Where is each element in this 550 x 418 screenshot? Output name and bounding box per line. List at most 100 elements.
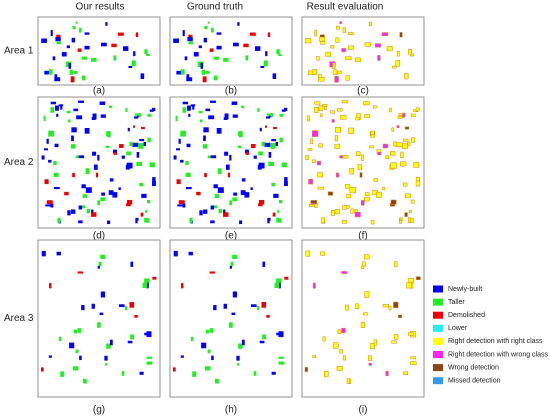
building — [342, 355, 346, 361]
building — [126, 151, 132, 156]
building — [335, 127, 341, 133]
building — [209, 328, 214, 333]
building — [91, 117, 96, 121]
building — [147, 137, 151, 143]
building — [152, 177, 156, 182]
legend-label: Lower — [448, 325, 468, 332]
building — [385, 370, 389, 377]
column-header: Our results — [76, 2, 125, 13]
building — [60, 105, 63, 110]
building — [319, 113, 323, 118]
building — [136, 161, 143, 166]
building — [145, 218, 150, 223]
building — [258, 203, 263, 207]
building — [330, 45, 335, 49]
building — [127, 340, 133, 344]
building — [136, 151, 140, 158]
building — [320, 251, 326, 256]
building — [332, 62, 336, 70]
building — [182, 203, 186, 208]
building — [56, 41, 62, 45]
building — [402, 112, 406, 118]
building — [276, 278, 282, 283]
building — [394, 261, 398, 268]
building — [101, 192, 106, 196]
building — [198, 45, 202, 49]
building — [60, 371, 65, 377]
building — [77, 48, 82, 52]
building — [229, 322, 233, 328]
building — [125, 108, 128, 112]
building — [126, 162, 133, 169]
building — [354, 57, 361, 63]
building — [345, 56, 352, 60]
building — [312, 130, 319, 137]
building — [75, 155, 80, 159]
building — [309, 204, 316, 207]
building — [147, 113, 152, 117]
building — [209, 48, 214, 52]
building — [238, 343, 243, 349]
building — [141, 193, 147, 198]
building — [265, 116, 271, 119]
building — [134, 314, 138, 318]
building — [397, 116, 403, 119]
building — [268, 151, 272, 158]
building — [335, 172, 340, 178]
building — [210, 205, 215, 210]
building — [72, 173, 75, 178]
building — [261, 141, 265, 147]
building — [210, 27, 214, 33]
legend-label: Missed detection — [448, 378, 501, 385]
building — [232, 291, 238, 298]
building — [196, 191, 201, 196]
building — [346, 193, 352, 199]
building — [121, 155, 125, 159]
building — [321, 217, 325, 224]
legend-swatch — [433, 351, 443, 358]
building — [368, 355, 372, 361]
building — [386, 45, 393, 52]
building — [317, 186, 324, 190]
building — [130, 261, 134, 267]
building — [109, 105, 113, 109]
building — [187, 37, 193, 42]
building — [41, 367, 44, 372]
building — [284, 181, 288, 187]
building — [396, 142, 403, 148]
row-label: Area 2 — [4, 157, 34, 168]
building — [276, 332, 282, 336]
legend-swatch — [433, 324, 443, 332]
building — [173, 250, 178, 257]
building — [210, 100, 216, 103]
building — [348, 127, 354, 134]
building — [54, 77, 61, 82]
building — [361, 200, 365, 206]
building — [123, 46, 129, 51]
building — [204, 366, 211, 371]
building — [107, 220, 111, 225]
building — [264, 125, 268, 128]
building — [92, 151, 97, 156]
building — [415, 176, 420, 182]
building — [334, 135, 339, 142]
building — [400, 151, 404, 159]
building — [186, 77, 193, 82]
building — [58, 336, 62, 342]
building — [138, 113, 142, 118]
building — [402, 138, 409, 142]
building — [205, 71, 210, 74]
building — [213, 75, 218, 81]
building — [213, 184, 218, 189]
building — [331, 119, 335, 123]
building — [393, 334, 399, 340]
building — [44, 148, 48, 151]
building — [54, 105, 59, 111]
building — [224, 113, 229, 120]
building — [253, 371, 257, 376]
building — [190, 336, 194, 342]
building — [336, 365, 343, 371]
building — [279, 137, 283, 143]
building — [334, 143, 340, 149]
